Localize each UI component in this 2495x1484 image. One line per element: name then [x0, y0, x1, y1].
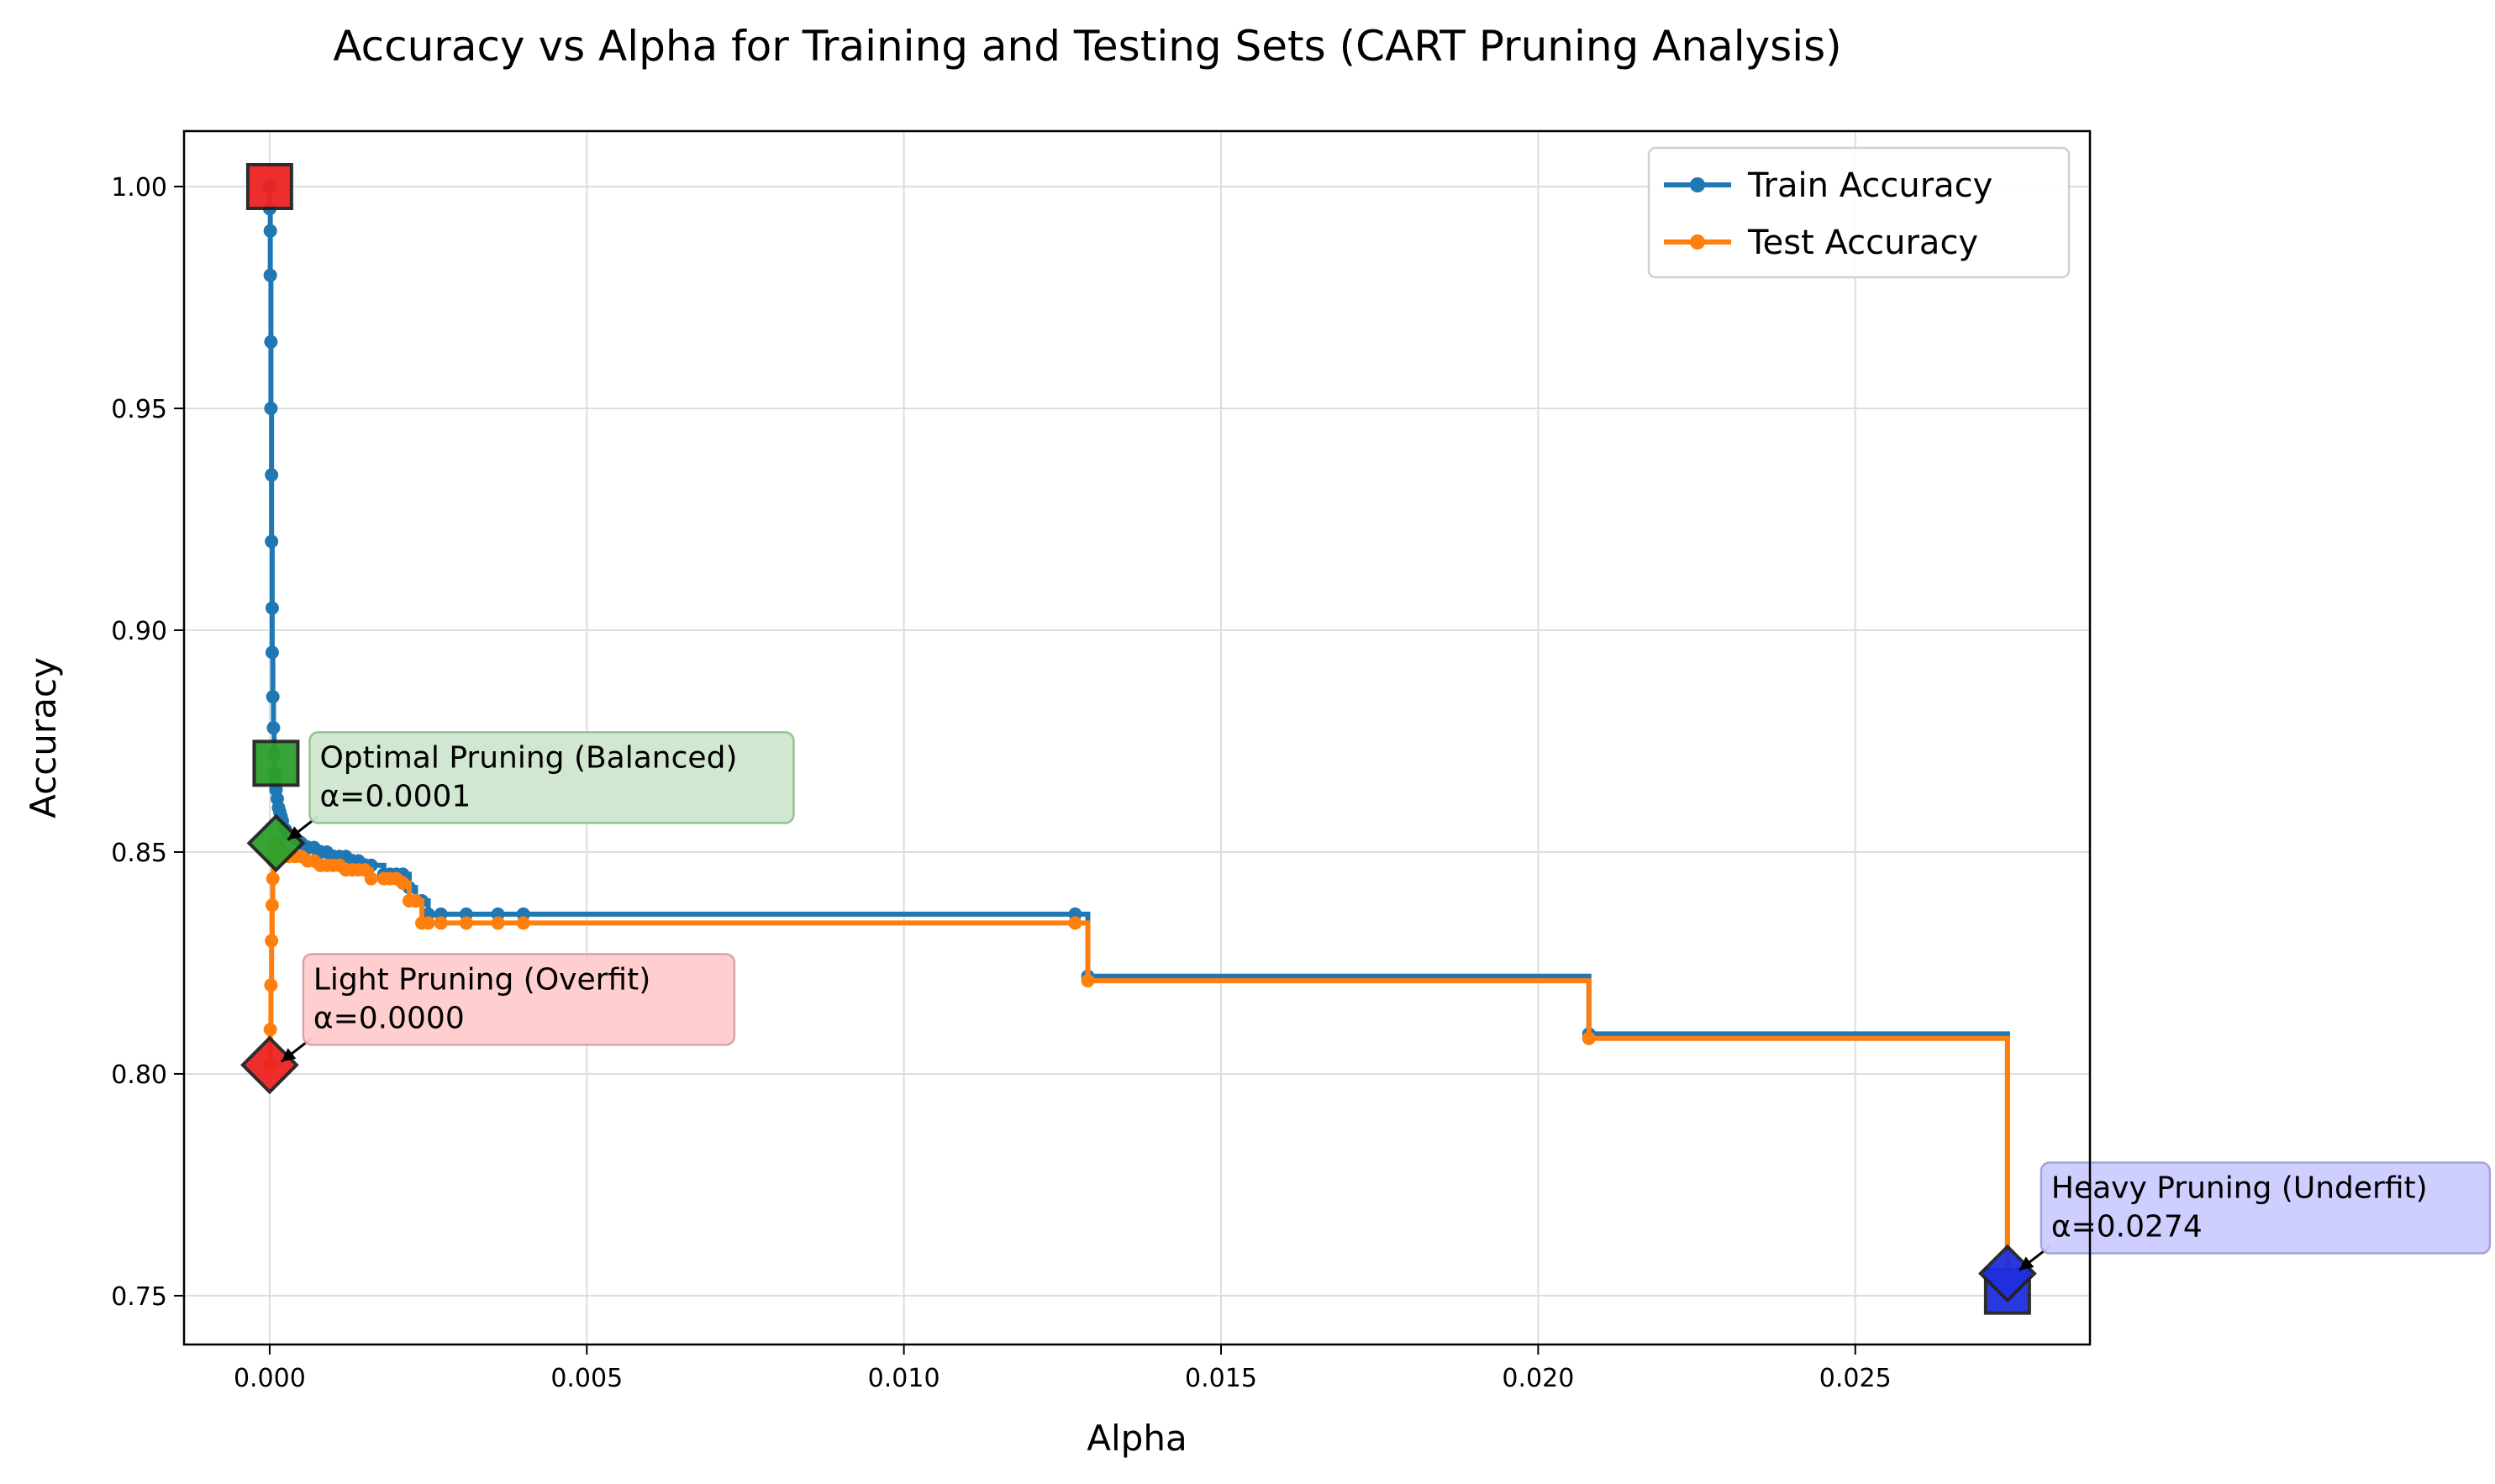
legend-box [1647, 146, 2071, 279]
series-point-1 [266, 871, 280, 886]
annotation-alpha: α=0.0274 [2051, 1210, 2203, 1245]
series-point-1 [1582, 1031, 1596, 1045]
series-point-0 [263, 268, 277, 282]
y-tick-label: 1.00 [111, 173, 167, 203]
series-point-1 [265, 934, 279, 948]
series-point-0 [264, 401, 278, 415]
y-tick-label: 0.75 [111, 1282, 167, 1312]
series-point-1 [491, 916, 505, 930]
annotation-alpha: α=0.0000 [313, 1001, 465, 1035]
x-tick-label: 0.000 [234, 1364, 306, 1393]
annotations: Optimal Pruning (Balanced) α=0.0001 Light … [280, 731, 2492, 1271]
legend-label: Test Accuracy [1747, 224, 1978, 262]
series-point-0 [264, 334, 278, 349]
annotation-alpha: α=0.0001 [319, 779, 471, 813]
series-point-1 [396, 876, 410, 890]
x-axis-label: Alpha [1087, 1418, 1187, 1459]
y-axis-label: Accuracy [23, 657, 64, 818]
x-tick-label: 0.005 [550, 1364, 623, 1393]
legend-label: Train Accuracy [1747, 166, 1992, 205]
annotation-title: Light Pruning (Overfit) [313, 962, 650, 997]
series-point-1 [364, 871, 378, 886]
annotation-arrowhead [2019, 1256, 2034, 1271]
legend: Train Accuracy Test Accuracy [1647, 146, 2071, 279]
x-tick-label: 0.015 [1185, 1364, 1257, 1393]
annotation-box [2040, 1161, 2492, 1255]
series-point-0 [265, 534, 279, 549]
legend-swatch-marker [1690, 234, 1705, 250]
y-tick-label: 0.90 [111, 617, 167, 646]
series-point-1 [1068, 916, 1082, 930]
series-point-0 [265, 601, 279, 615]
legend-swatch-marker [1690, 177, 1705, 192]
annotation-title: Optimal Pruning (Balanced) [319, 740, 737, 775]
series-point-1 [264, 978, 278, 992]
series-point-1 [408, 894, 423, 908]
series-point-1 [459, 916, 473, 930]
series-point-1 [421, 916, 435, 930]
series-point-1 [1081, 974, 1095, 988]
annotation-arrowhead [281, 1048, 297, 1062]
series-point-0 [266, 721, 281, 735]
square-marker [245, 162, 293, 210]
annotation-box [308, 731, 795, 824]
plot-frame [182, 129, 2092, 1346]
series-point-0 [263, 224, 277, 238]
annotation-arrowhead [287, 826, 303, 840]
x-tick-label: 0.010 [868, 1364, 940, 1393]
highlight-markers [240, 162, 2037, 1315]
x-axis-ticks: 0.000 0.005 0.010 0.015 0.020 0.025 [234, 1345, 1892, 1393]
series-point-1 [263, 1023, 277, 1037]
y-tick-label: 0.95 [111, 395, 167, 424]
x-tick-label: 0.020 [1502, 1364, 1574, 1393]
y-axis-ticks: 0.75 0.80 0.85 0.90 0.95 1.00 [111, 173, 184, 1312]
series-point-1 [434, 916, 448, 930]
series-point-0 [266, 690, 280, 704]
series-point-0 [265, 645, 279, 660]
series-point-1 [265, 898, 279, 913]
series-point-1 [516, 916, 530, 930]
square-marker [252, 739, 300, 787]
annotation-box [302, 953, 736, 1046]
annotation-title: Heavy Pruning (Underfit) [2051, 1171, 2428, 1206]
x-tick-label: 0.025 [1819, 1364, 1892, 1393]
y-tick-label: 0.85 [111, 839, 167, 868]
y-tick-label: 0.80 [111, 1060, 167, 1090]
series-point-0 [265, 468, 279, 482]
chart-title: Accuracy vs Alpha for Training and Testi… [333, 22, 1841, 71]
